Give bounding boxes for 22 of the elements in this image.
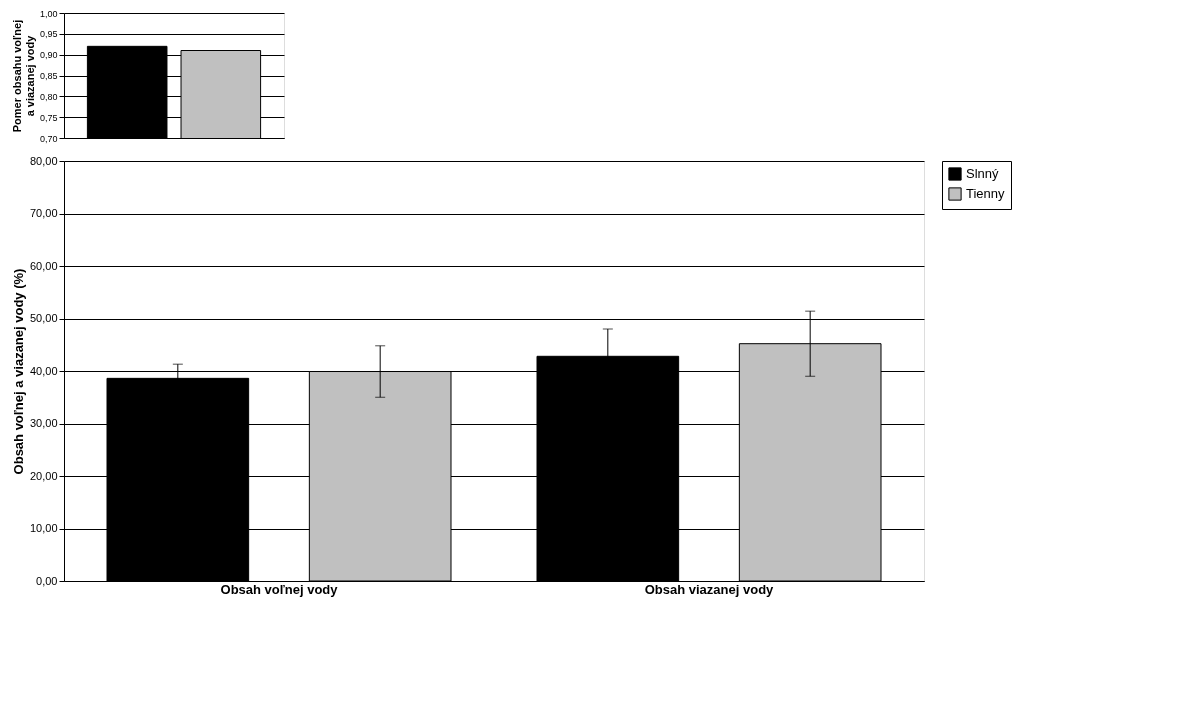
y-tick-label: 0,90 — [39, 50, 58, 61]
y-tick-label: 80,00 — [29, 154, 58, 167]
y-tick-label: 0,95 — [39, 29, 58, 40]
y-tick-label: 0,00 — [36, 574, 58, 587]
legend-label: Tienny — [966, 186, 1006, 201]
y-tick-label: 0,75 — [39, 112, 58, 123]
x-tick-label: Obsah voľnej vody — [220, 581, 339, 597]
y-tick-label: 0,80 — [39, 91, 58, 102]
y-tick-label: 50,00 — [29, 312, 58, 324]
legend-label: Slnný — [966, 166, 1000, 181]
y-tick-label: 40,00 — [29, 364, 58, 377]
y-tick-label: 0,85 — [39, 71, 58, 81]
y-tick-label: 1,00 — [39, 8, 58, 19]
y-axis-title: Obsah voľnej a viazanej vody (%) — [10, 268, 26, 475]
y-tick-label: 70,00 — [29, 207, 58, 219]
y-tick-label: 60,00 — [29, 259, 58, 272]
y-tick-label: 30,00 — [29, 417, 58, 429]
y-tick-label: 0,70 — [39, 133, 58, 144]
y-axis-title: Pomer obsahu voľnej a viazanej vody — [10, 19, 36, 133]
y-tick-label: 10,00 — [29, 522, 58, 534]
y-tick-label: 20,00 — [29, 469, 58, 482]
x-tick-label: Obsah viazanej vody — [644, 581, 775, 597]
